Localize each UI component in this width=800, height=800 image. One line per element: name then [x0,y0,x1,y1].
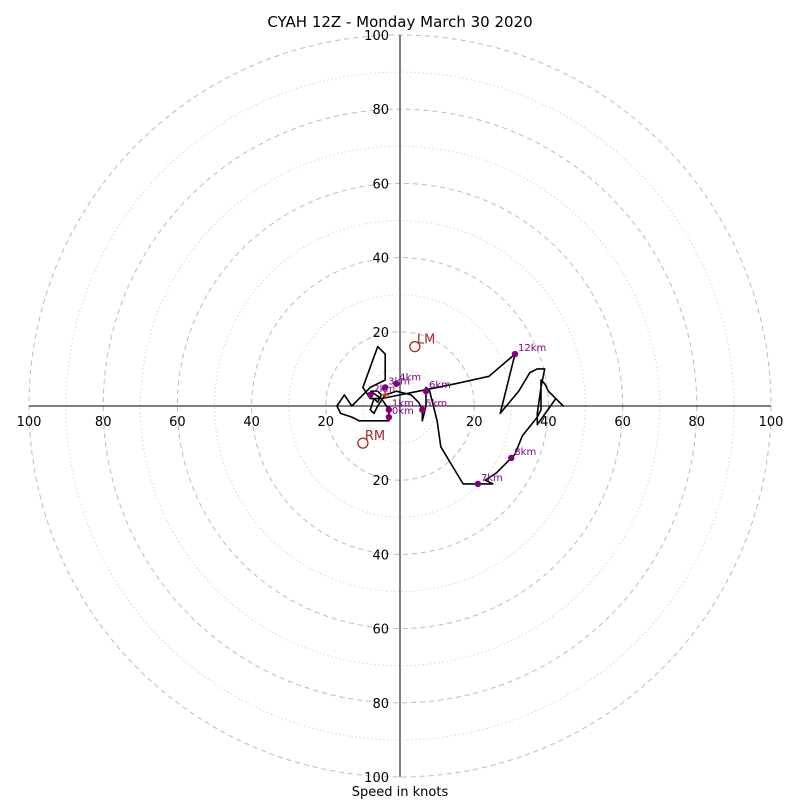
height-marker-12km [511,350,519,358]
storm-motion-label-LM: LM [417,333,435,348]
height-marker-0km [385,413,393,421]
ring-label: 40 [540,415,557,430]
height-label-12km: 12km [518,343,546,354]
ring-label: 80 [372,697,389,712]
height-marker-3km [381,384,389,391]
x-axis-label: Speed in knots [352,785,449,800]
storm-motion-label-RM: RM [365,429,385,444]
ring-label: 60 [372,177,389,192]
storm-motion-markers: LM RM [357,333,435,449]
ring-label: 60 [372,623,389,638]
storm-motion-RM [357,437,369,449]
height-label-3km: 3km [388,376,410,387]
chart-title: CYAH 12Z - Monday March 30 2020 [267,13,532,31]
ring-label: 60 [614,415,631,430]
ring-label: 100 [364,771,389,786]
height-label-4km: 4km [399,373,421,384]
height-label-5km: 5km [425,399,447,410]
ring-label: 80 [372,103,389,118]
height-marker-1km [385,406,393,413]
height-marker-6km [422,387,430,395]
height-marker-2km [367,391,374,399]
mean-wind-marker [381,390,390,399]
ring-label: 20 [466,415,483,430]
storm-motion-LM [409,340,421,353]
ring-label: 100 [364,29,389,44]
height-marker-5km [419,406,426,413]
ring-label: 20 [372,474,389,489]
height-marker-8km [508,454,515,462]
ring-label: 40 [372,548,389,563]
height-label-8km: 8km [514,447,536,458]
height-marker-7km [474,480,482,488]
ring-label: 40 [372,252,389,267]
height-label-7km: 7km [481,473,503,484]
ring-label: 100 [17,415,42,430]
ring-label: 80 [95,415,112,430]
ring-label: 80 [689,415,706,430]
height-markers: 0km1km2km3km4km5km6km7km8km12km [367,343,546,488]
height-marker-4km [393,380,400,387]
height-label-0km: 0km [392,406,414,417]
hodograph-line [336,345,565,485]
hodograph-trace [336,345,565,485]
ring-label: 100 [759,415,784,430]
ring-label: 20 [318,415,335,430]
ring-label: 40 [243,415,260,430]
ring-labels: 20 20 20 20 40 40 40 40 60 60 60 60 80 80 80 80 100 100 10… [17,29,784,786]
ring-label: 20 [372,326,389,341]
height-label-1km: 1km [392,399,414,410]
ring-label: 60 [169,415,186,430]
axes [29,35,771,777]
height-label-6km: 6km [429,380,451,391]
